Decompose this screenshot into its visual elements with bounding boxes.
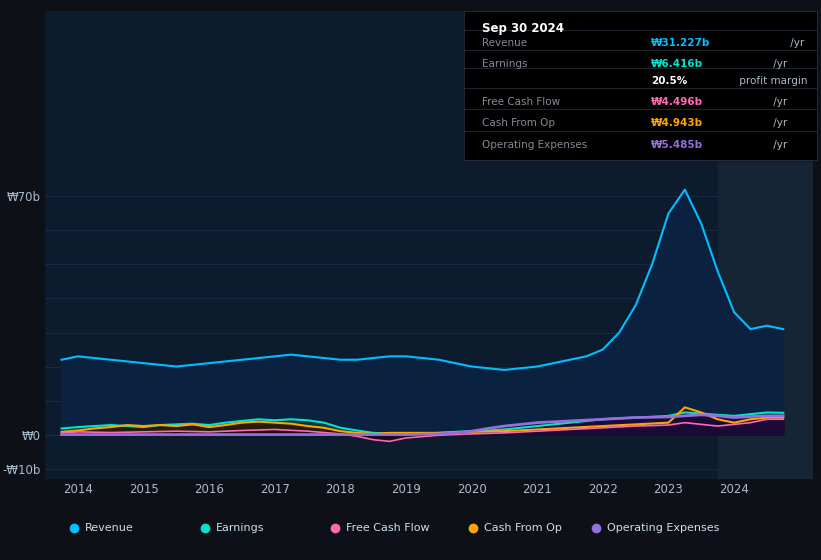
Text: ₩5.485b: ₩5.485b [651, 141, 703, 150]
Text: Revenue: Revenue [481, 38, 526, 48]
Text: /yr: /yr [769, 141, 787, 150]
Text: Earnings: Earnings [481, 59, 527, 69]
Bar [718, 162, 813, 479]
Text: /yr: /yr [769, 59, 787, 69]
Text: Cash From Op: Cash From Op [484, 523, 562, 533]
Text: Free Cash Flow: Free Cash Flow [481, 97, 560, 108]
Text: Free Cash Flow: Free Cash Flow [346, 523, 429, 533]
Text: Revenue: Revenue [85, 523, 134, 533]
Text: profit margin: profit margin [736, 77, 807, 86]
Text: Cash From Op: Cash From Op [481, 118, 554, 128]
Text: ₩4.943b: ₩4.943b [651, 118, 703, 128]
Text: ₩6.416b: ₩6.416b [651, 59, 703, 69]
Text: /yr: /yr [769, 118, 787, 128]
Text: ₩31.227b: ₩31.227b [651, 38, 710, 48]
Text: 20.5%: 20.5% [651, 77, 687, 86]
Text: /yr: /yr [769, 97, 787, 108]
Text: ₩4.496b: ₩4.496b [651, 97, 703, 108]
Text: /yr: /yr [787, 38, 804, 48]
Text: Sep 30 2024: Sep 30 2024 [481, 22, 563, 35]
Text: Operating Expenses: Operating Expenses [481, 141, 587, 150]
Text: Earnings: Earnings [216, 523, 264, 533]
Text: Operating Expenses: Operating Expenses [607, 523, 719, 533]
